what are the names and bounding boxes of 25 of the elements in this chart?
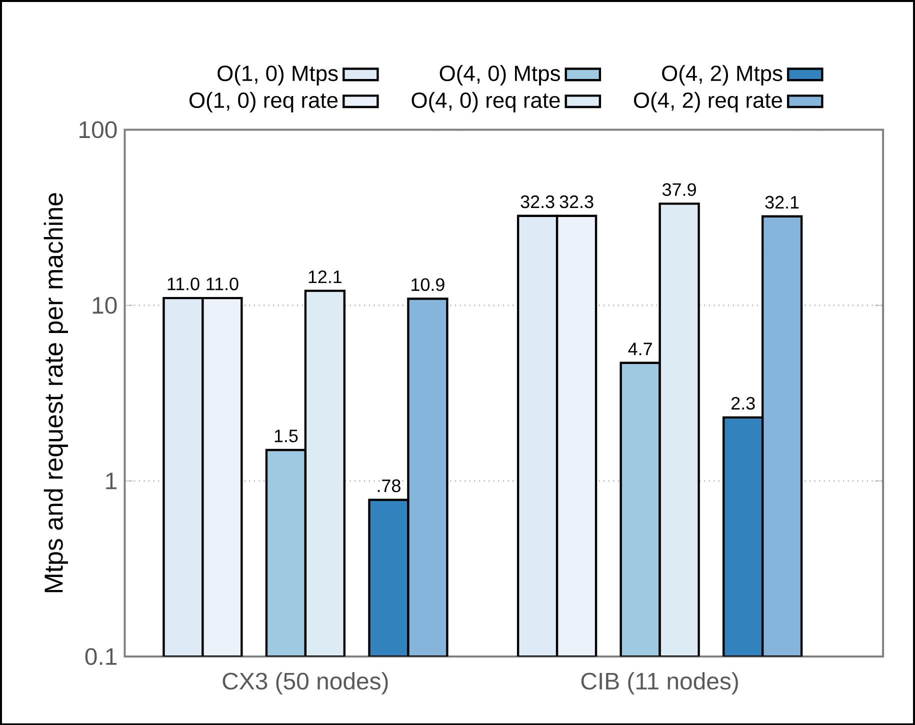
data-label: 37.9	[662, 183, 696, 196]
legend-label: O(4, 2) req rate	[634, 92, 782, 112]
x-tick-label: CIB (11 nodes)	[581, 672, 738, 694]
data-label: 10.9	[412, 278, 444, 291]
legend-label: O(4, 0) req rate	[412, 92, 560, 112]
y-tick-label: 10	[92, 296, 117, 314]
legend-label: O(4, 0) Mtps	[440, 64, 560, 86]
data-label: 32.3	[560, 195, 594, 208]
y-tick-label: 0.1	[85, 648, 117, 665]
data-label: 12.1	[308, 270, 342, 283]
data-label: 32.1	[765, 196, 799, 208]
y-tick-label: 100	[80, 121, 117, 138]
data-label: 32.3	[520, 195, 554, 208]
data-label: 11.0	[168, 277, 200, 290]
legend-label: O(4, 2) Mtps	[662, 64, 782, 86]
data-label: .78	[378, 479, 400, 492]
data-label: 11.0	[206, 277, 238, 290]
y-axis-title: Mtps and request rate per machine	[44, 192, 68, 592]
data-label: 4.7	[628, 342, 652, 355]
data-label: 1.5	[274, 430, 298, 442]
y-tick-label: 1	[106, 472, 117, 489]
legend-label: O(1, 0) req rate	[190, 92, 338, 112]
x-tick-label: CX3 (50 nodes)	[222, 672, 388, 694]
data-label: 2.3	[732, 396, 755, 410]
legend-label: O(1, 0) Mtps	[218, 64, 338, 86]
